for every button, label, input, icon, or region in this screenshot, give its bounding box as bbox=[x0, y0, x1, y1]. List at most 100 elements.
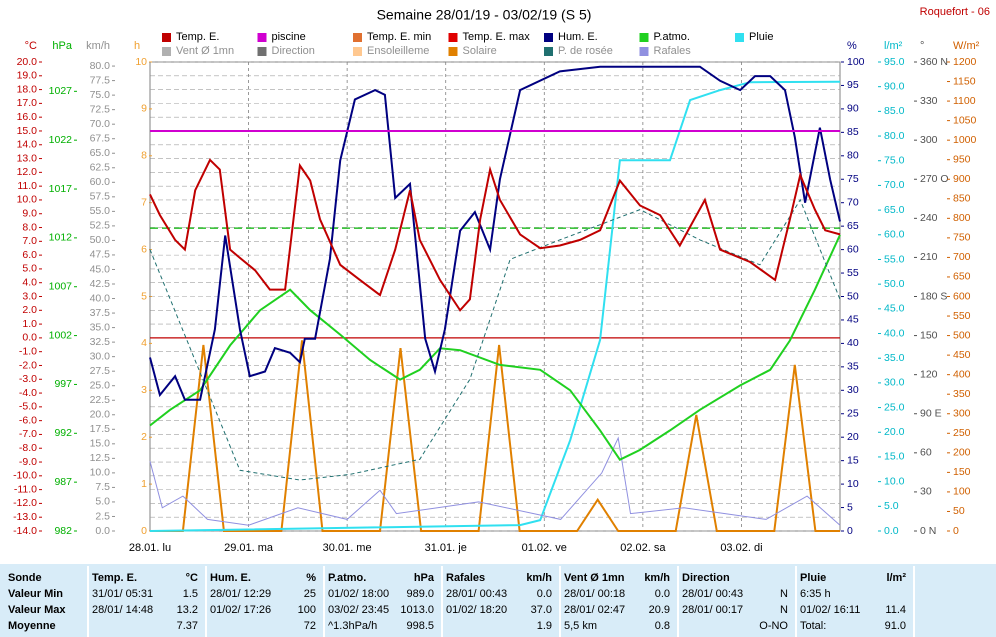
y-tick-label: 77.5 bbox=[90, 74, 111, 86]
table-background bbox=[0, 564, 996, 637]
y-tick-label: 1050 bbox=[953, 114, 977, 126]
table-header: Rafales bbox=[446, 572, 485, 584]
table-cell: 1.5 bbox=[183, 588, 198, 600]
table-cell: 11.4 bbox=[885, 604, 906, 616]
y-tick-label: 50 bbox=[953, 505, 965, 517]
axis-title: h bbox=[134, 40, 140, 52]
y-tick-label: 16.0 bbox=[17, 111, 38, 123]
table-cell: 72 bbox=[304, 620, 316, 632]
y-tick-label: 10.0 bbox=[884, 475, 905, 487]
y-tick-label: 20 bbox=[847, 431, 859, 443]
table-cell: 998.5 bbox=[406, 620, 434, 632]
y-tick-label: 85.0 bbox=[884, 105, 905, 117]
y-tick-label: 45 bbox=[847, 314, 859, 326]
y-tick-label: 7.5 bbox=[95, 481, 110, 493]
table-cell: 1013.0 bbox=[400, 604, 434, 616]
y-tick-label: 30.0 bbox=[90, 350, 111, 362]
y-tick-label: 60.0 bbox=[884, 229, 905, 241]
y-tick-label: 9.0 bbox=[22, 208, 37, 220]
y-tick-label: 800 bbox=[953, 212, 971, 224]
y-tick-label: -11.0 bbox=[14, 483, 37, 495]
legend-swatch bbox=[735, 33, 744, 42]
y-tick-label: 1200 bbox=[953, 56, 977, 68]
y-tick-label: 5.0 bbox=[22, 263, 37, 275]
y-tick-label: 13.0 bbox=[17, 152, 38, 164]
y-tick-label: 240 bbox=[920, 212, 938, 224]
table-cell: 37.0 bbox=[531, 604, 552, 616]
y-tick-label: 1150 bbox=[953, 75, 976, 87]
y-tick-label: 270 O bbox=[920, 173, 949, 185]
y-tick-label: 6 bbox=[141, 243, 147, 255]
legend-label: P.atmo. bbox=[654, 31, 691, 43]
y-tick-label: 7.0 bbox=[22, 235, 37, 247]
table-cell: 28/01/ 12:29 bbox=[210, 588, 271, 600]
y-tick-label: 15.0 bbox=[884, 451, 905, 463]
x-tick-label: 02.02. sa bbox=[620, 542, 666, 554]
y-tick-label: 35 bbox=[847, 361, 859, 373]
table-unit: hPa bbox=[414, 572, 435, 584]
y-tick-label: 70.0 bbox=[90, 118, 111, 130]
y-tick-label: 100 bbox=[953, 486, 971, 498]
y-tick-label: 22.5 bbox=[90, 394, 111, 406]
legend-swatch bbox=[162, 33, 171, 42]
y-tick-label: 72.5 bbox=[90, 103, 111, 115]
table-row-label: Valeur Max bbox=[8, 604, 66, 616]
y-tick-label: 14.0 bbox=[17, 139, 38, 151]
y-tick-label: 1000 bbox=[953, 134, 977, 146]
y-tick-label: 1.0 bbox=[22, 318, 37, 330]
y-tick-label: 500 bbox=[953, 329, 971, 341]
y-tick-label: 95 bbox=[847, 79, 859, 91]
y-tick-label: 65.0 bbox=[90, 147, 111, 159]
y-tick-label: 0 bbox=[847, 525, 853, 537]
y-tick-label: 900 bbox=[953, 173, 971, 185]
series-line bbox=[149, 80, 841, 532]
table-cell: 28/01/ 00:43 bbox=[446, 588, 507, 600]
y-tick-label: 150 bbox=[953, 466, 971, 478]
legend-label: Solaire bbox=[463, 45, 497, 57]
y-tick-label: 25.0 bbox=[884, 401, 905, 413]
y-tick-label: 5 bbox=[847, 501, 853, 513]
legend-swatch bbox=[353, 47, 362, 56]
y-tick-label: 10 bbox=[847, 478, 859, 490]
legend-label: Direction bbox=[272, 45, 315, 57]
y-tick-label: -10.0 bbox=[13, 470, 37, 482]
table-cell: 28/01/ 14:48 bbox=[92, 604, 153, 616]
y-tick-label: 50.0 bbox=[90, 234, 111, 246]
chart-title: Semaine 28/01/19 - 03/02/19 (S 5) bbox=[377, 7, 592, 23]
y-tick-label: 180 S bbox=[920, 290, 947, 302]
table-header: Direction bbox=[682, 572, 730, 584]
y-tick-label: 250 bbox=[953, 427, 971, 439]
y-tick-label: 8 bbox=[141, 150, 147, 162]
y-tick-label: 8.0 bbox=[22, 221, 37, 233]
y-tick-label: 35.0 bbox=[884, 352, 905, 364]
y-tick-label: -3.0 bbox=[19, 373, 37, 385]
y-tick-label: 0.0 bbox=[22, 332, 37, 344]
y-tick-label: 200 bbox=[953, 447, 971, 459]
x-tick-label: 28.01. lu bbox=[129, 542, 171, 554]
y-tick-label: 4 bbox=[141, 337, 147, 349]
y-tick-label: 360 N bbox=[920, 56, 948, 68]
table-header: Hum. E. bbox=[210, 572, 251, 584]
table-unit: l/m² bbox=[886, 572, 906, 584]
legend-swatch bbox=[544, 33, 553, 42]
legend-label: piscine bbox=[272, 31, 306, 43]
y-tick-label: 5.0 bbox=[884, 500, 899, 512]
y-tick-label: 57.5 bbox=[90, 191, 111, 203]
table-cell: 31/01/ 05:31 bbox=[92, 588, 153, 600]
y-tick-label: 60.0 bbox=[90, 176, 111, 188]
axis-title: W/m² bbox=[953, 40, 980, 52]
table-cell: 03/02/ 23:45 bbox=[328, 604, 389, 616]
table-cell: 0.0 bbox=[655, 588, 670, 600]
y-tick-label: -2.0 bbox=[19, 359, 37, 371]
y-tick-label: 2 bbox=[141, 431, 147, 443]
y-tick-label: 80.0 bbox=[90, 60, 111, 72]
legend-label: Pluie bbox=[749, 31, 773, 43]
y-tick-label: 42.5 bbox=[90, 278, 111, 290]
table-header: Temp. E. bbox=[92, 572, 137, 584]
table-cell: 7.37 bbox=[177, 620, 198, 632]
table-cell: 100 bbox=[298, 604, 316, 616]
y-tick-label: 32.5 bbox=[90, 336, 111, 348]
legend-swatch bbox=[544, 47, 553, 56]
